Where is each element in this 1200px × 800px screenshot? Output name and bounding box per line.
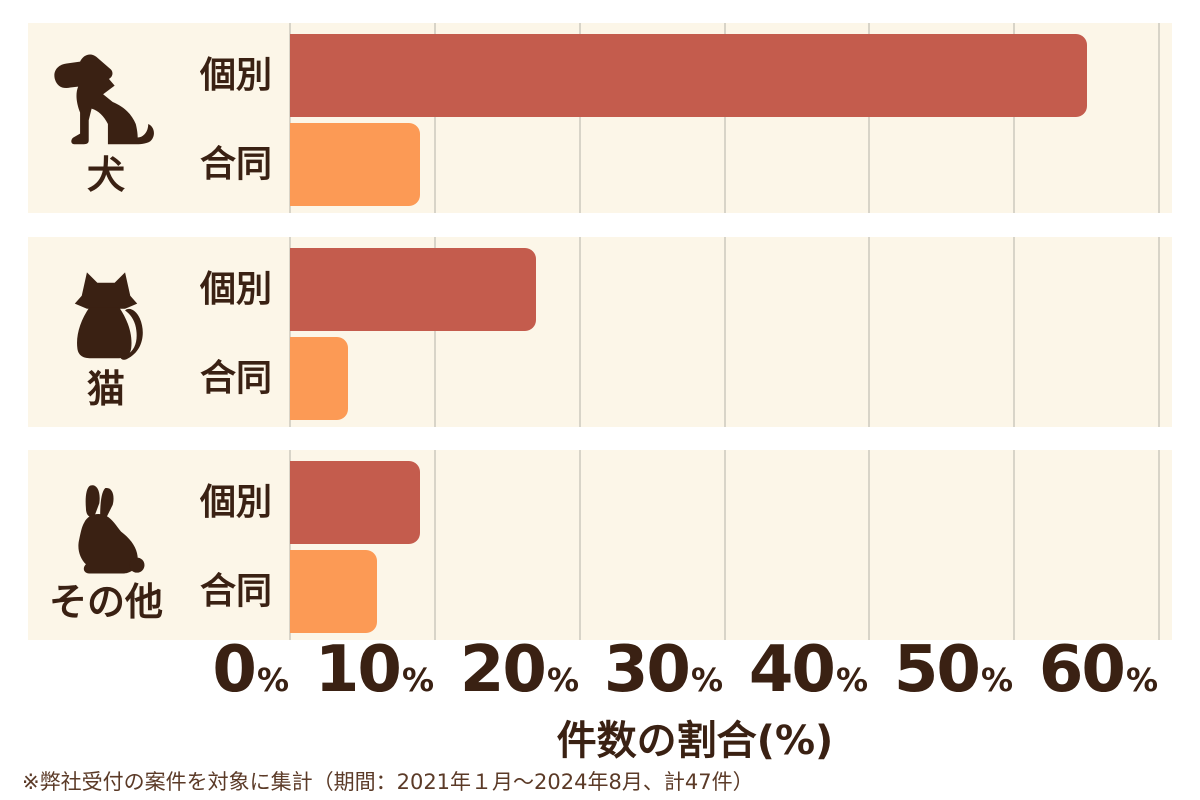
bar-joint: [290, 123, 420, 206]
category-label: 猫: [86, 367, 125, 411]
x-tick-value: 50: [893, 633, 981, 707]
row-label-joint: 合同: [199, 144, 272, 185]
row-label-individual: 個別: [199, 482, 272, 523]
row-label-joint: 合同: [199, 571, 272, 612]
gridline-10: [434, 23, 436, 213]
x-tick-suffix: %: [835, 661, 868, 699]
gridline-20: [579, 237, 581, 427]
x-tick-value: 40: [748, 633, 836, 707]
category-panel-cat: 猫 個別合同: [28, 237, 1172, 427]
gridline-0: [289, 450, 291, 640]
x-tick-10: 10%: [314, 633, 434, 707]
x-tick-value: 10: [314, 633, 402, 707]
x-tick-suffix: %: [690, 661, 723, 699]
x-tick-40: 40%: [748, 633, 868, 707]
gridline-40: [868, 23, 870, 213]
gridline-60: [1158, 237, 1160, 427]
category-panel-dog: 犬 個別合同: [28, 23, 1172, 213]
gridline-50: [1013, 237, 1015, 427]
x-tick-value: 60: [1038, 633, 1126, 707]
gridline-20: [579, 23, 581, 213]
gridline-40: [868, 237, 870, 427]
bar-individual: [290, 248, 536, 331]
cat-icon: [36, 251, 176, 363]
x-tick-suffix: %: [546, 661, 579, 699]
footnote: ※弊社受付の案件を対象に集計（期間：2021年１月～2024年8月、計47件）: [22, 770, 754, 794]
x-tick-suffix: %: [1125, 661, 1158, 699]
gridline-20: [579, 450, 581, 640]
dog-icon: [36, 37, 176, 149]
x-tick-60: 60%: [1038, 633, 1158, 707]
gridline-0: [289, 237, 291, 427]
row-label-joint: 合同: [199, 358, 272, 399]
x-tick-suffix: %: [980, 661, 1013, 699]
gridline-0: [289, 23, 291, 213]
category-label: 犬: [86, 153, 125, 197]
category-panel-rabbit: その他 個別合同: [28, 450, 1172, 640]
x-tick-30: 30%: [603, 633, 723, 707]
bar-individual: [290, 461, 420, 544]
x-tick-value: 0: [212, 633, 257, 707]
x-tick-value: 20: [459, 633, 547, 707]
x-tick-suffix: %: [256, 661, 289, 699]
rabbit-icon: [36, 464, 176, 576]
bar-individual: [290, 34, 1087, 117]
gridline-30: [724, 450, 726, 640]
gridline-60: [1158, 450, 1160, 640]
x-tick-50: 50%: [893, 633, 1013, 707]
x-tick-suffix: %: [401, 661, 434, 699]
gridline-50: [1013, 23, 1015, 213]
x-tick-value: 30: [603, 633, 691, 707]
bar-joint: [290, 337, 348, 420]
x-tick-20: 20%: [459, 633, 579, 707]
gridline-40: [868, 450, 870, 640]
gridline-10: [434, 237, 436, 427]
gridline-60: [1158, 23, 1160, 213]
category-label: その他: [48, 580, 163, 624]
row-label-individual: 個別: [199, 55, 272, 96]
gridline-10: [434, 450, 436, 640]
gridline-50: [1013, 450, 1015, 640]
x-axis-title: 件数の割合(%): [556, 718, 834, 764]
gridline-30: [724, 237, 726, 427]
bar-joint: [290, 550, 377, 633]
row-label-individual: 個別: [199, 269, 272, 310]
x-tick-0: 0%: [212, 633, 289, 707]
gridline-30: [724, 23, 726, 213]
